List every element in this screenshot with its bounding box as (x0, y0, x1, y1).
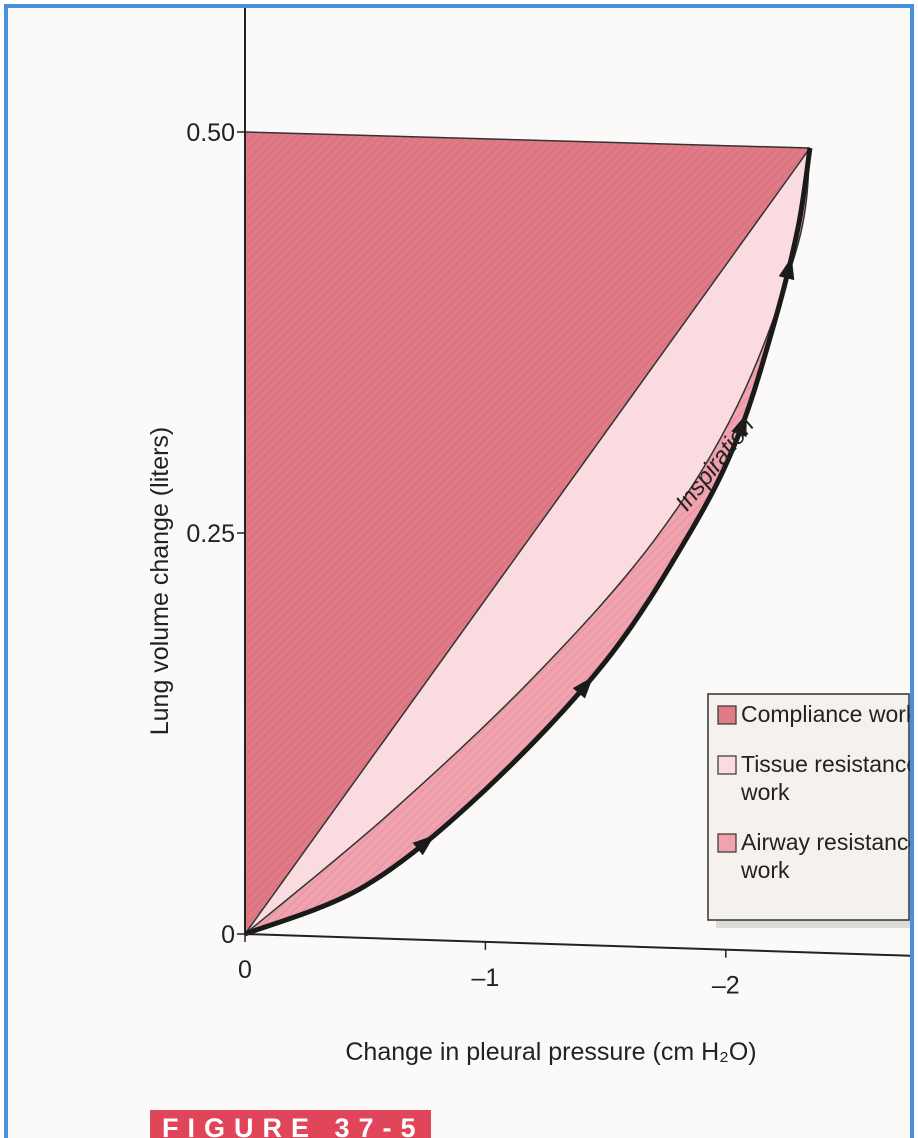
y-tick-label: 0.25 (186, 520, 235, 548)
x-axis (244, 933, 910, 957)
legend-label: work (740, 779, 790, 805)
figure-label: FIGURE 37-5 (150, 1110, 431, 1138)
y-axis-title: Lung volume change (liters) (146, 427, 174, 736)
y-tick-label: 0.50 (186, 119, 235, 147)
figure-frame: Inspiration 0 0.25 0.50 0 –1 –2 Lung volume cha… (4, 4, 914, 1138)
legend-swatch-airway (717, 833, 737, 853)
x-axis-title: Change in pleural pressure (cm H₂O) (345, 1038, 756, 1066)
legend-label: Airway resistance (741, 829, 914, 855)
legend-box (707, 693, 910, 921)
top-boundary-line (244, 131, 810, 149)
legend-label: Compliance work (741, 701, 914, 727)
y-tick-label: 0 (221, 921, 235, 949)
legend-label: Tissue resistance (741, 751, 914, 777)
inspiration-arrow-3 (731, 413, 747, 437)
x-tick-label: 0 (238, 956, 252, 984)
legend-swatch-compliance (717, 705, 737, 725)
inspiration-arrow-1 (412, 835, 435, 856)
inspiration-arrow-4 (778, 256, 795, 281)
legend-swatch-tissue (717, 755, 737, 775)
compliance-line (244, 147, 811, 935)
x-tick-label: –2 (712, 972, 740, 1000)
inspiration-arrow-2 (572, 676, 594, 699)
x-tick-label: –1 (471, 964, 499, 992)
region-compliance-texture (245, 132, 810, 934)
legend-label: work (740, 857, 790, 883)
